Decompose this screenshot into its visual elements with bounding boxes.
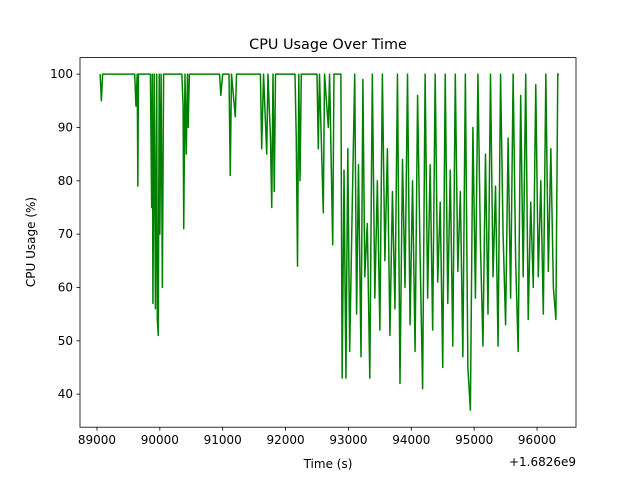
x-tick-label: 94000 [392,433,430,447]
x-offset-label: +1.6826e9 [509,455,576,469]
x-tick-label: 91000 [204,433,242,447]
y-tick-label: 80 [58,174,73,188]
x-tick-label: 95000 [455,433,493,447]
y-tick-label: 40 [58,387,73,401]
y-tick-label: 100 [50,67,73,81]
x-tick-label: 93000 [329,433,367,447]
y-tick-label: 50 [58,334,73,348]
x-tick-label: 96000 [518,433,556,447]
x-tick-label: 89000 [78,433,116,447]
x-axis-label: Time (s) [303,457,353,471]
x-tick-label: 92000 [266,433,304,447]
data-line [99,73,560,411]
y-tick-label: 90 [58,120,73,134]
chart-title: CPU Usage Over Time [249,37,407,53]
y-tick-label: 70 [58,227,73,241]
y-axis-label: CPU Usage (%) [24,197,38,287]
y-tick-label: 60 [58,280,73,294]
plot-frame [79,57,577,428]
x-tick-label: 90000 [141,433,179,447]
